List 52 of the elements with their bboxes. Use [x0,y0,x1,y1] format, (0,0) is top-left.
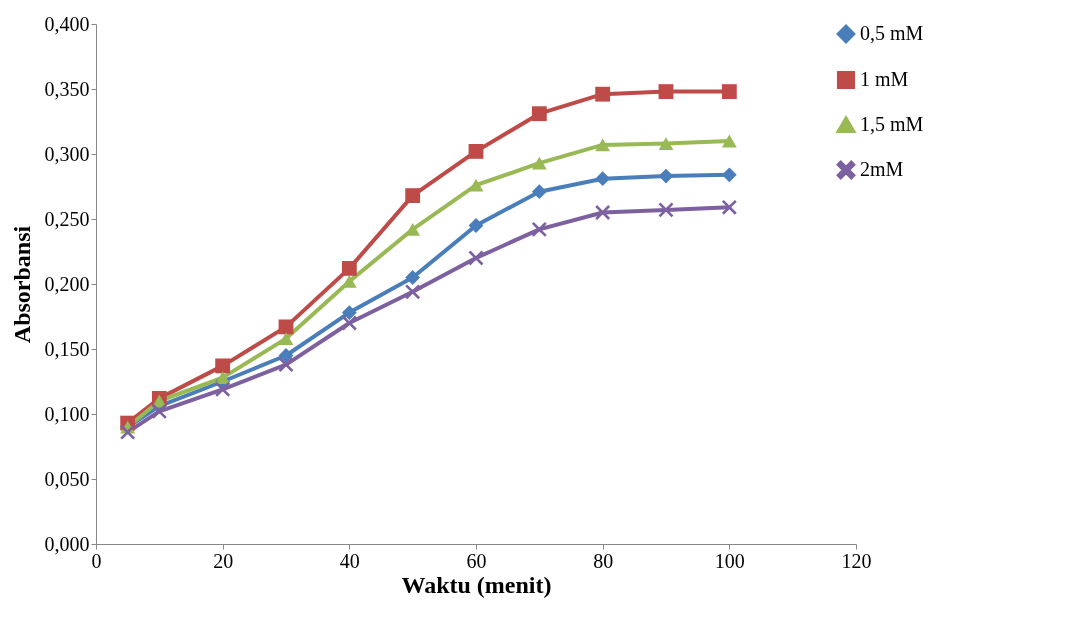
x-tick-label: 0 [91,549,102,572]
y-tick-label: 0,350 [44,77,90,100]
point [595,86,611,102]
legend-label: 1 mM [860,68,909,90]
point [658,84,674,100]
point [531,184,547,200]
point [120,424,136,440]
y-tick-label: 0,000 [44,532,90,555]
point [595,138,611,152]
y-tick-label: 0,150 [44,337,90,360]
point [658,168,674,184]
legend-label: 2mM [860,158,904,180]
point [468,143,484,159]
point [468,178,484,192]
x-tick-label: 40 [339,549,360,572]
point [721,134,737,148]
y-axis-title: Absorbansi [8,225,35,344]
y-tick-label: 0,200 [44,272,90,295]
point [405,188,421,204]
point [215,381,231,397]
point [721,84,737,100]
point [405,270,421,285]
legend-label: 1,5 mM [860,113,924,135]
x-axis-title: Waktu (menit) [401,571,552,598]
point [595,205,611,220]
point [531,156,547,170]
y-tick-label: 0,300 [44,142,90,165]
y-tick-label: 0,250 [44,207,90,230]
point [278,319,294,335]
point [721,167,737,183]
x-tick-label: 100 [714,549,745,572]
point [341,315,357,331]
point [278,332,294,346]
point [721,199,737,215]
point [341,260,357,276]
point [531,106,547,122]
point [151,403,167,419]
x-tick-label: 60 [466,549,487,572]
point [658,137,674,151]
x-tick-label: 20 [213,549,234,572]
y-tick-label: 0,050 [44,467,90,490]
point [595,171,611,187]
point [531,221,547,237]
y-tick-label: 0,100 [44,402,90,425]
legend-label: 0,5 mM [860,22,924,44]
point [278,357,294,373]
x-tick-label: 120 [841,549,872,572]
x-tick-label: 80 [593,549,614,572]
point [341,305,357,321]
point [405,284,421,300]
point [215,358,231,374]
y-tick-label: 0,400 [44,12,90,35]
